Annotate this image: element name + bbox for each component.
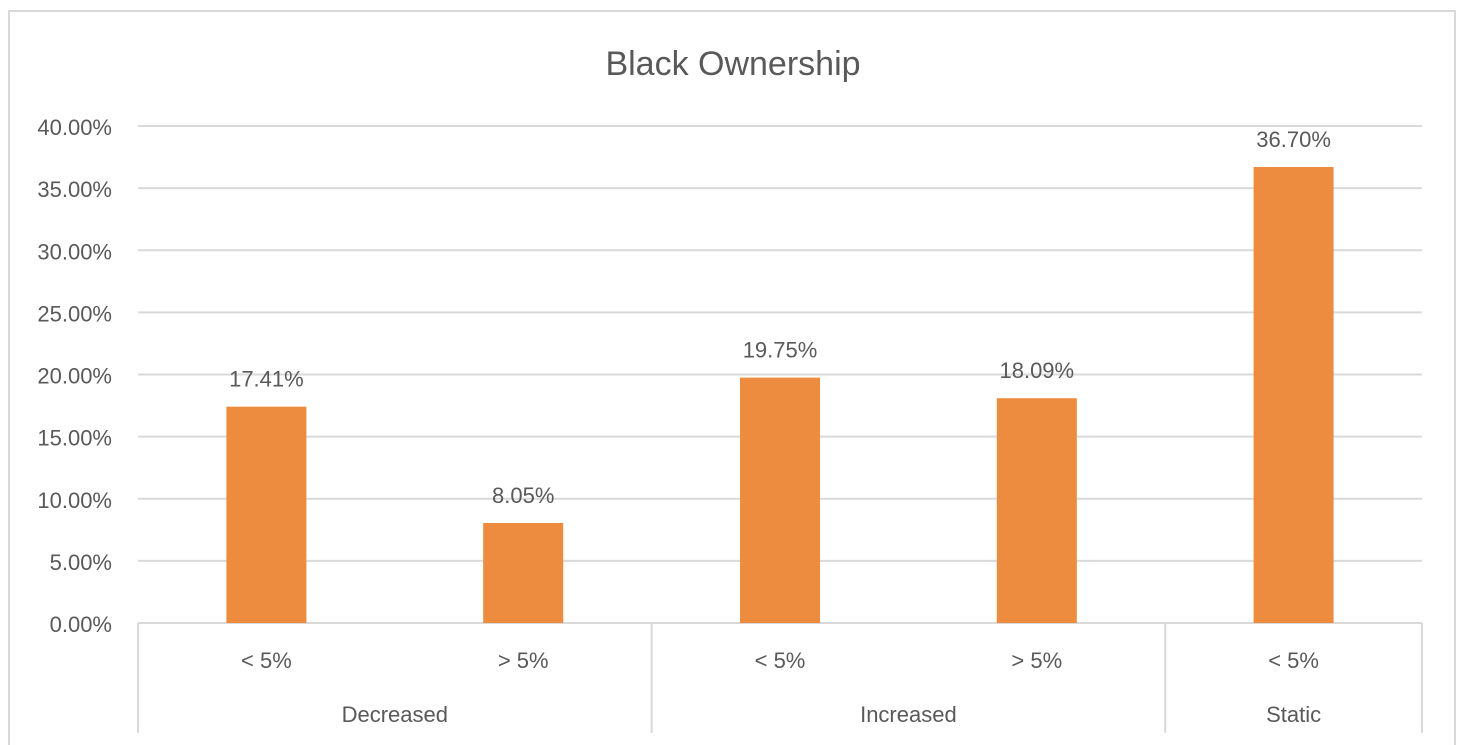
y-tick-label: 10.00%: [37, 488, 112, 513]
bar: [740, 377, 820, 623]
bar: [483, 522, 564, 623]
bar: [1253, 167, 1334, 623]
chart-title: Black Ownership: [605, 45, 860, 83]
data-label: 18.09%: [999, 358, 1074, 383]
x-group-label: Decreased: [342, 702, 448, 727]
x-axis: < 5% > 5% < 5% > 5% < 5% Decreased Increased St…: [137, 623, 1423, 733]
data-label: 17.41%: [229, 367, 304, 392]
bar: [996, 398, 1077, 623]
y-axis-ticks: 0.00% 5.00% 10.00% 15.00% 20.00% 25.00% 30.00%…: [37, 115, 112, 637]
x-tick-label: < 5%: [755, 648, 806, 673]
x-tick-label: > 5%: [498, 648, 549, 673]
data-label: 36.70%: [1256, 127, 1331, 152]
y-tick-label: 25.00%: [37, 301, 112, 326]
x-tick-label: < 5%: [241, 648, 292, 673]
x-tick-label: > 5%: [1011, 648, 1062, 673]
y-tick-label: 0.00%: [50, 612, 112, 637]
bar: [226, 406, 307, 623]
data-label: 19.75%: [743, 338, 818, 363]
y-tick-label: 5.00%: [50, 550, 112, 575]
y-tick-label: 30.00%: [37, 239, 112, 264]
y-tick-label: 15.00%: [37, 426, 112, 451]
y-tick-label: 20.00%: [37, 364, 112, 389]
y-tick-label: 35.00%: [37, 177, 112, 202]
x-group-label: Static: [1266, 702, 1321, 727]
data-labels: 17.41% 8.05% 19.75% 18.09% 36.70%: [229, 127, 1331, 508]
data-label: 8.05%: [492, 483, 554, 508]
x-tick-label: < 5%: [1268, 648, 1319, 673]
x-group-label: Increased: [860, 702, 957, 727]
bars: [226, 167, 1334, 623]
y-tick-label: 40.00%: [37, 115, 112, 140]
